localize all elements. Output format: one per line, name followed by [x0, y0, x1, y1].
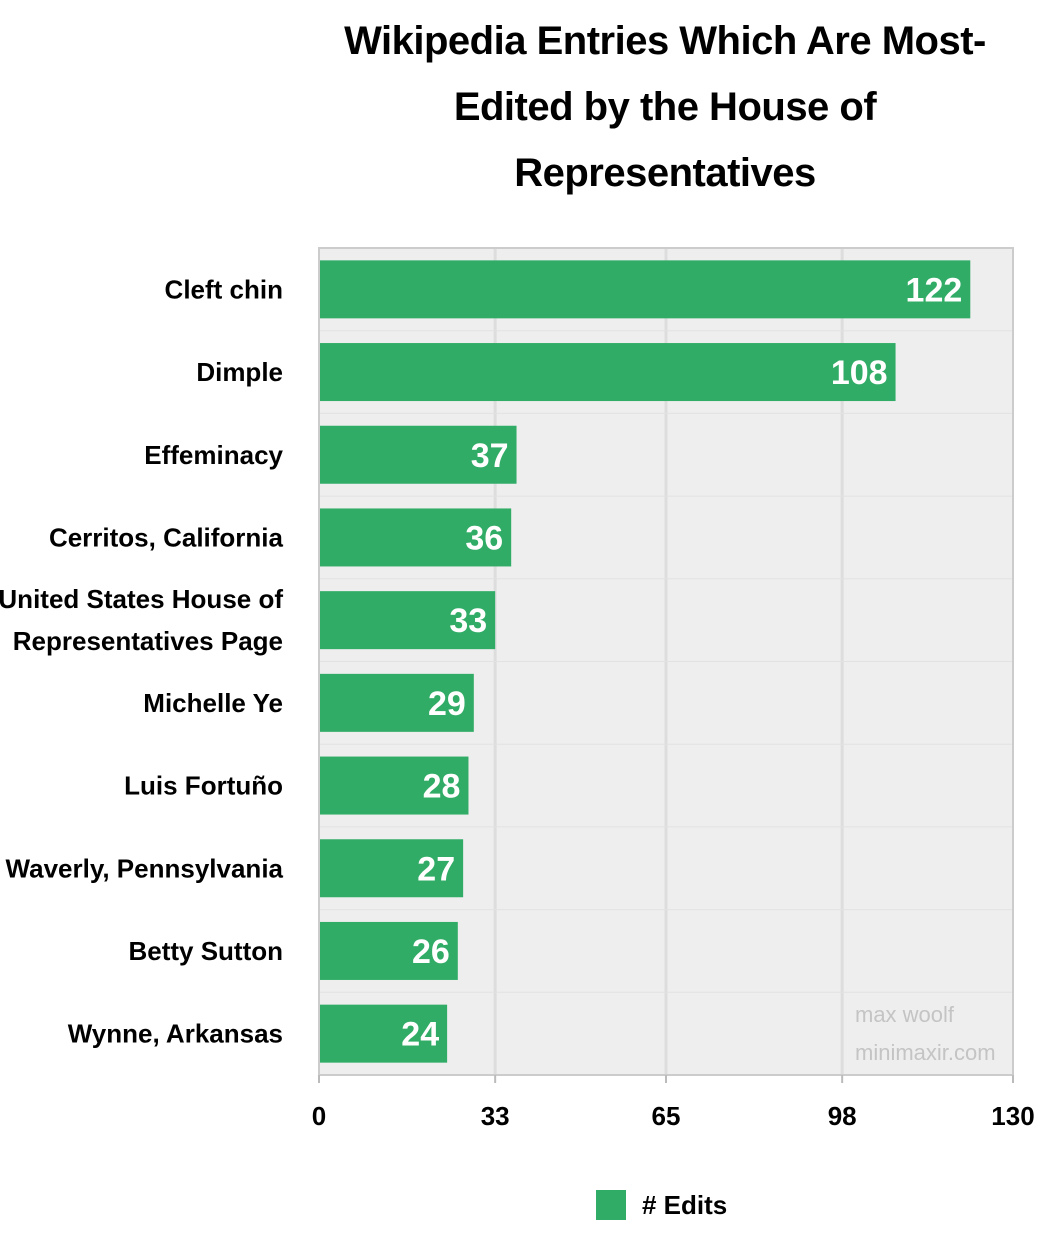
bar-value-label-8: 26: [412, 933, 450, 971]
bar-value-label-6: 28: [423, 768, 461, 806]
bar-3: [319, 508, 512, 567]
category-label-5: Michelle Ye: [143, 688, 283, 718]
watermark-text-1: minimaxir.com: [855, 1040, 996, 1065]
bar-value-label-7: 27: [417, 850, 455, 888]
bar-6: [319, 756, 469, 815]
bar-value-label-4: 33: [449, 602, 487, 640]
bar-7: [319, 839, 464, 898]
bar-8: [319, 921, 458, 980]
bar-value-label-5: 29: [428, 685, 466, 723]
bar-value-label-0: 122: [906, 271, 963, 309]
category-label-0: Cleft chin: [165, 274, 283, 304]
bar-0: [319, 260, 971, 319]
bar-9: [319, 1004, 448, 1063]
chart-legend: # Edits: [596, 1188, 727, 1222]
bar-value-label-9: 24: [401, 1016, 439, 1054]
chart-title-line-2: Edited by the House of: [453, 85, 877, 129]
x-tick-label-4: 130: [991, 1101, 1034, 1131]
watermark-text-0: max woolf: [855, 1002, 955, 1027]
bar-value-label-2: 37: [471, 437, 509, 475]
chart-title-block: Wikipedia Entries Which Are Most- Edited…: [300, 8, 1030, 206]
x-tick-label-1: 33: [481, 1101, 510, 1131]
chart-title-line-1: Wikipedia Entries Which Are Most-: [344, 19, 986, 63]
bar-value-label-1: 108: [831, 354, 888, 392]
bar-1: [319, 343, 896, 402]
chart-title-line-3: Representatives: [514, 151, 816, 195]
bar-5: [319, 673, 474, 732]
bar-value-label-3: 36: [465, 519, 503, 557]
bar-4: [319, 591, 496, 650]
x-tick-label-2: 65: [652, 1101, 681, 1131]
category-label-9: Wynne, Arkansas: [68, 1019, 283, 1049]
x-tick-label-0: 0: [312, 1101, 326, 1131]
category-label-2: Effeminacy: [144, 440, 283, 470]
category-label-7: Waverly, Pennsylvania: [6, 853, 284, 883]
legend-swatch-edits: [596, 1190, 626, 1220]
category-label-1: Dimple: [196, 357, 283, 387]
legend-label-edits: # Edits: [642, 1189, 728, 1220]
category-label-8: Betty Sutton: [128, 936, 283, 966]
x-tick-label-3: 98: [828, 1101, 857, 1131]
category-label-6: Luis Fortuño: [124, 771, 283, 801]
category-label-4: United States House of Representatives Pa…: [0, 584, 283, 656]
bar-2: [319, 425, 517, 484]
category-label-3: Cerritos, California: [49, 522, 284, 552]
